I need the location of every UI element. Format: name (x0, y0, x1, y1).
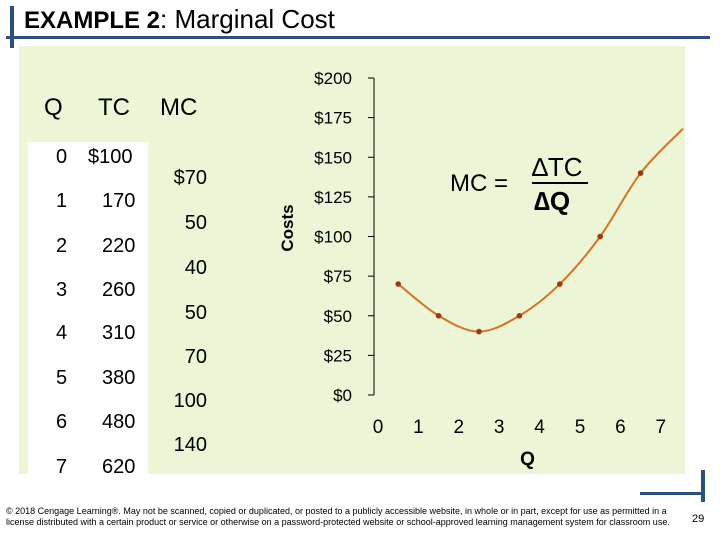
x-tick-label: 6 (615, 417, 626, 438)
y-tick-label: $100 (314, 228, 352, 247)
table-cell-mc: 140 (173, 434, 207, 456)
title-frame-horizontal (6, 36, 710, 39)
corner-frame-horizontal (640, 492, 702, 495)
x-tick-label: 3 (494, 417, 505, 438)
formula-numerator: ∆TC (532, 152, 583, 182)
mc-curve (397, 128, 684, 333)
copyright-footer: © 2018 Cengage Learning®. May not be sca… (6, 506, 670, 527)
x-tick-label: 2 (454, 417, 465, 438)
table-cell-tc: 170 (102, 190, 136, 212)
y-tick-label: $150 (314, 148, 352, 167)
y-tick-label: $0 (333, 386, 352, 405)
table-cell-tc: 310 (102, 322, 136, 344)
y-tick-label: $125 (314, 188, 352, 207)
table-cell-mc: $70 (173, 167, 207, 189)
corner-frame-vertical (701, 470, 705, 502)
table-cell-tc: 260 (102, 279, 136, 301)
table-cell-mc: 50 (184, 212, 207, 234)
table-cell-q: 5 (56, 367, 68, 389)
mc-point (476, 328, 482, 335)
y-tick-label: $75 (324, 267, 352, 286)
table-cell-q: 6 (56, 411, 68, 433)
table-cell-mc: 50 (184, 302, 207, 324)
table-background (28, 142, 148, 476)
table-cell-q: 2 (56, 235, 68, 257)
header-q: Q (44, 94, 63, 121)
mc-point (557, 281, 563, 287)
table-cell-tc: $100 (88, 146, 133, 168)
y-tick-label: $25 (324, 346, 352, 365)
x-tick-label: 0 (373, 417, 384, 438)
x-tick-label: 5 (575, 417, 586, 438)
x-axis-label: Q (520, 449, 535, 470)
table-cell-tc: 480 (102, 411, 136, 433)
page-number: 29 (692, 513, 705, 525)
mc-formula: MC = ∆TC ∆Q (450, 152, 600, 222)
slide-title-bold: EXAMPLE 2 (24, 7, 161, 34)
mc-point (637, 170, 644, 176)
x-tick-label: 1 (413, 417, 424, 438)
mc-point (435, 312, 442, 319)
x-tick-label: 4 (534, 417, 545, 438)
table-cell-tc: 220 (102, 235, 136, 257)
mc-point (516, 312, 523, 319)
table-cell-mc: 40 (184, 257, 207, 279)
header-mc: MC (160, 94, 198, 121)
x-tick-label: 7 (656, 417, 667, 438)
y-tick-label: $175 (314, 109, 352, 128)
table-cell-mc: 100 (173, 390, 207, 412)
mc-point (597, 233, 603, 240)
y-axis-label: Costs (278, 204, 297, 251)
table-cell-q: 3 (56, 279, 68, 301)
slide-title: EXAMPLE 2: Marginal Cost (24, 4, 335, 35)
table-cell-q: 4 (56, 322, 68, 344)
formula-fraction-bar (532, 182, 588, 184)
table-cell-q: 0 (56, 146, 68, 168)
table-cell-mc: 70 (184, 346, 207, 368)
formula-lhs: MC = (450, 170, 509, 197)
slide-title-rest: : Marginal Cost (160, 4, 335, 34)
table-cell-q: 7 (56, 456, 68, 478)
formula-denominator: ∆Q (534, 186, 571, 216)
mc-point (395, 281, 402, 287)
table-cell-q: 1 (56, 190, 68, 212)
table-cell-tc: 380 (102, 367, 136, 389)
title-frame-vertical (10, 6, 14, 48)
header-tc: TC (98, 94, 130, 121)
y-tick-label: $200 (314, 69, 352, 88)
y-tick-label: $50 (324, 307, 352, 326)
table-cell-tc: 620 (102, 456, 136, 478)
